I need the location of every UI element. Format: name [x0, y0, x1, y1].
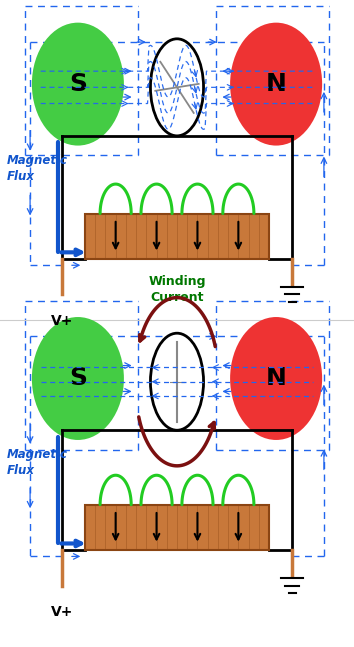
- Text: V+: V+: [51, 605, 73, 619]
- Text: V+: V+: [51, 314, 73, 328]
- Text: S: S: [69, 366, 87, 391]
- Bar: [85, 214, 269, 259]
- Text: N: N: [266, 366, 286, 391]
- Ellipse shape: [230, 23, 322, 146]
- Ellipse shape: [230, 317, 322, 440]
- Circle shape: [150, 39, 204, 136]
- Text: Magnetic
Flux: Magnetic Flux: [7, 154, 68, 182]
- Ellipse shape: [32, 317, 124, 440]
- Circle shape: [150, 333, 204, 430]
- Text: S: S: [69, 72, 87, 96]
- Bar: [85, 505, 269, 550]
- Text: N: N: [266, 72, 286, 96]
- Ellipse shape: [32, 23, 124, 146]
- Text: Magnetic
Flux: Magnetic Flux: [7, 448, 68, 477]
- Text: Winding
Current: Winding Current: [148, 275, 206, 304]
